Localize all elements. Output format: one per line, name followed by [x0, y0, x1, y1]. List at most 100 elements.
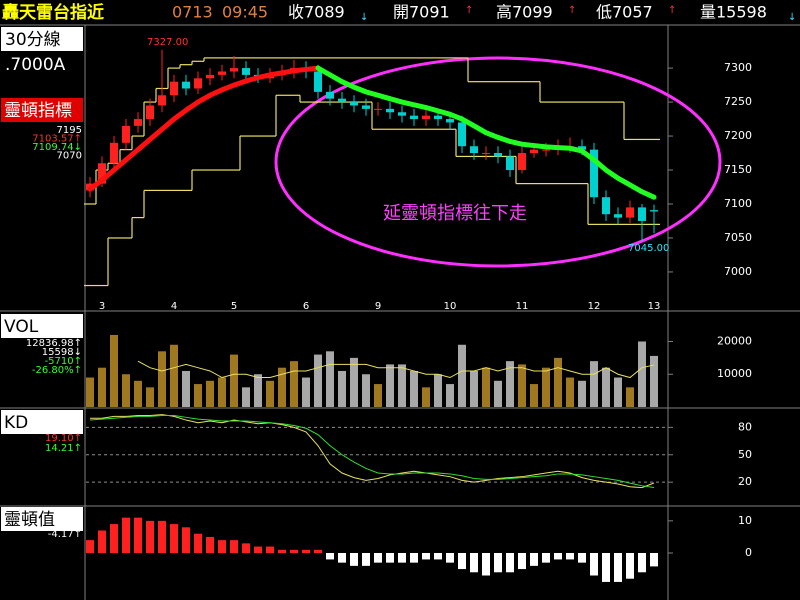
bar	[518, 364, 526, 407]
panel-label-box	[1, 314, 83, 338]
bar	[614, 553, 622, 582]
bar	[158, 351, 166, 407]
bar	[638, 553, 646, 573]
bar	[242, 387, 250, 407]
bar	[470, 370, 478, 407]
kd-line	[90, 414, 655, 489]
kd-line	[89, 414, 655, 488]
bar	[482, 367, 490, 407]
x-tick-label: 5	[231, 301, 237, 312]
candle-body	[518, 153, 526, 171]
bar	[422, 553, 430, 560]
x-tick-label: 4	[171, 301, 177, 312]
bar	[266, 546, 274, 553]
readout: 7109.74↓	[32, 142, 82, 153]
bar	[338, 553, 346, 563]
candle-body	[182, 81, 190, 89]
bar	[554, 357, 562, 407]
bar	[494, 380, 502, 407]
panel-frames	[0, 24, 800, 600]
candle-body	[110, 142, 118, 164]
y-tick-label: 10000	[717, 367, 752, 380]
y-tick-label: 7050	[724, 231, 752, 244]
x-tick-label: 3	[99, 301, 105, 312]
candle-body	[122, 125, 130, 143]
bar	[338, 370, 346, 407]
quote-low: 低7057	[596, 3, 653, 22]
bar	[194, 533, 202, 553]
readout: -5710↑	[45, 356, 82, 367]
bar	[566, 377, 574, 407]
bar	[326, 553, 334, 560]
candle-body	[458, 122, 466, 147]
bar	[434, 553, 442, 560]
y-tick-label: 7000	[724, 265, 752, 278]
y-tick-label: 50	[738, 448, 752, 461]
bar	[86, 377, 94, 407]
bar	[254, 546, 262, 553]
bar	[386, 553, 394, 563]
bar	[314, 549, 322, 553]
candle-body	[590, 149, 598, 198]
y-tick-label: 7200	[724, 129, 752, 142]
bar	[506, 553, 514, 573]
x-tick-label: 9	[375, 301, 381, 312]
readout: 19.10↑	[45, 433, 82, 444]
bar	[446, 553, 454, 563]
candle-body	[374, 108, 382, 110]
candle-body	[242, 68, 250, 75]
candle-body	[470, 146, 478, 154]
candle-body	[230, 68, 238, 72]
bar	[158, 520, 166, 553]
bar	[278, 367, 286, 407]
candle-body	[446, 119, 454, 123]
bar	[146, 387, 154, 407]
readout: 7103.57↑	[32, 134, 82, 145]
bar	[614, 377, 622, 407]
bar	[134, 380, 142, 407]
x-tick-label: 10	[444, 301, 457, 312]
candle-body	[626, 207, 634, 218]
readout: 14.21↑	[45, 443, 82, 454]
bar	[446, 384, 454, 407]
bar	[302, 549, 310, 553]
period-box	[1, 27, 83, 51]
bar	[542, 553, 550, 563]
x-tick-label: 6	[303, 301, 309, 312]
bar	[314, 354, 322, 407]
bar	[230, 540, 238, 553]
y-tick-label: 0	[745, 546, 752, 559]
candle-body	[542, 149, 550, 151]
bar	[638, 341, 646, 407]
date: 0713	[172, 3, 213, 22]
candle-body	[170, 81, 178, 96]
bar	[482, 553, 490, 576]
bar	[650, 355, 658, 407]
bar	[602, 367, 610, 407]
bar	[590, 553, 598, 576]
bar	[518, 553, 526, 570]
panel-label-box	[1, 410, 83, 434]
quote-volume: 量15598	[700, 3, 767, 22]
readout: 15598↓	[42, 347, 82, 358]
y-tick-label: 7300	[724, 61, 752, 74]
candle-body	[218, 71, 226, 75]
bar	[218, 540, 226, 553]
panel-label: KD	[4, 413, 28, 433]
candle-body	[314, 71, 322, 92]
panel-label: VOL	[4, 317, 39, 337]
app-title: 轟天雷台指近	[2, 2, 104, 23]
symbol-code: .7000A	[5, 55, 66, 75]
candle-body	[362, 105, 370, 109]
bar	[254, 374, 262, 407]
bar	[218, 377, 226, 407]
quote-high: 高7099	[496, 3, 553, 22]
bar	[506, 361, 514, 407]
bar	[410, 370, 418, 407]
highlight-ellipse	[274, 56, 722, 268]
y-tick-label: 10	[738, 514, 752, 527]
candle-body	[602, 197, 610, 215]
candle-body	[206, 74, 214, 79]
bar	[626, 553, 634, 579]
